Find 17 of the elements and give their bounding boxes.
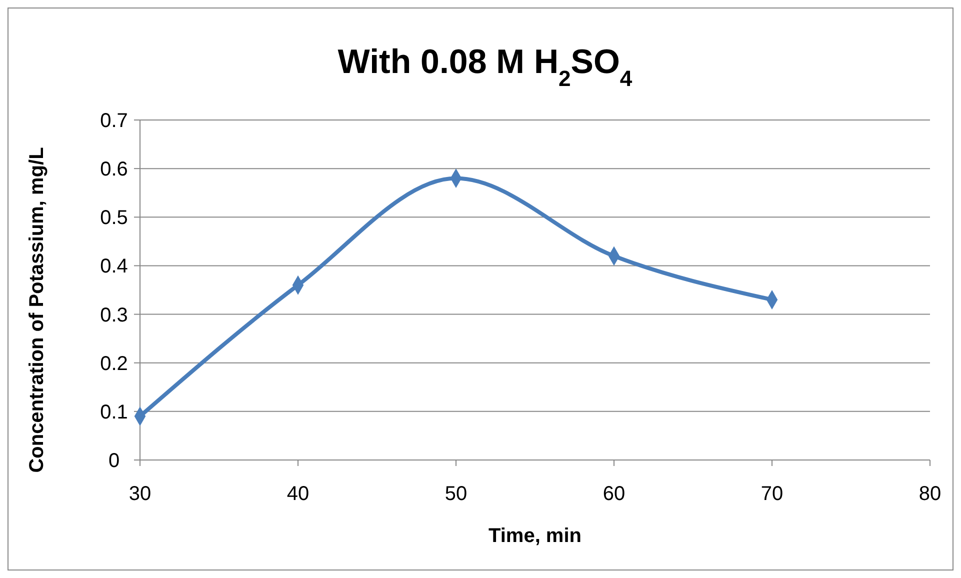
y-tick-label: 0.1 bbox=[100, 401, 128, 424]
x-tick-label: 70 bbox=[760, 483, 784, 505]
chart-title: With 0.08 M H$_{2}$SO$_{4}$ bbox=[338, 43, 633, 90]
x-tick-label: 30 bbox=[128, 483, 152, 505]
y-tick-label: 0 bbox=[108, 450, 120, 472]
x-tick-label: 60 bbox=[602, 483, 626, 505]
x-tick-label: 80 bbox=[918, 483, 942, 505]
y-tick-label: 0.7 bbox=[100, 110, 128, 132]
x-axis-title: Time, min bbox=[488, 525, 582, 547]
y-tick-label: 0.5 bbox=[100, 207, 128, 230]
x-tick-label: 40 bbox=[286, 483, 310, 505]
y-axis-title: Concentration of Potassium, mg/L bbox=[26, 147, 48, 473]
y-tick-label: 0.4 bbox=[100, 256, 128, 278]
y-tick-label: 0.2 bbox=[100, 352, 128, 375]
x-tick-label: 50 bbox=[444, 483, 468, 505]
y-tick-label: 0.6 bbox=[100, 158, 128, 181]
y-tick-label: 0.3 bbox=[100, 304, 128, 326]
